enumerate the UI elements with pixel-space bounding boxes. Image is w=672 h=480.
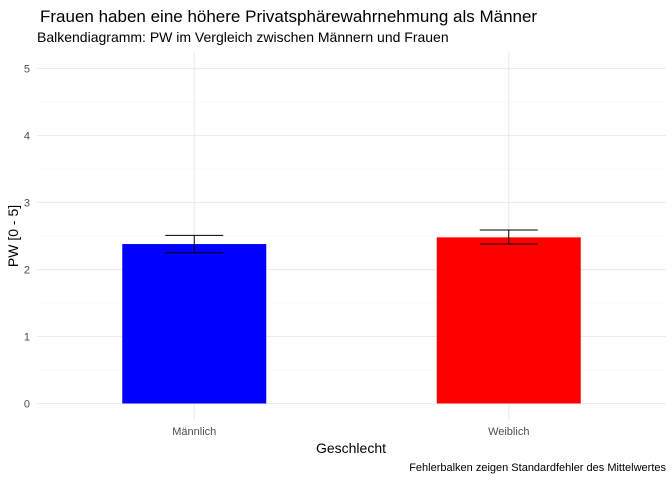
y-axis-title: PW [0 - 5] (5, 205, 21, 267)
error-bars (165, 229, 538, 254)
chart-title: Frauen haben eine höhere Privatsphärewah… (40, 7, 537, 26)
y-tick-labels: 0 1 2 3 4 5 (24, 64, 30, 411)
y-tick-label: 1 (24, 332, 30, 344)
y-tick-label: 5 (24, 64, 30, 76)
x-tick-labels: Männlich Weiblich (172, 426, 529, 438)
bar-1 (122, 244, 267, 404)
y-tick-label: 0 (24, 399, 30, 411)
x-axis-title: Geschlecht (316, 440, 386, 456)
bar-2 (436, 237, 581, 404)
x-tick-label: Weiblich (488, 426, 529, 438)
bars (122, 237, 581, 404)
chart-caption: Fehlerbalken zeigen Standardfehler des M… (409, 462, 666, 474)
y-tick-label: 3 (24, 198, 30, 210)
y-tick-label: 4 (24, 131, 30, 143)
x-tick-label: Männlich (172, 426, 216, 438)
chart-subtitle: Balkendiagramm: PW im Vergleich zwischen… (37, 29, 449, 45)
y-tick-label: 2 (24, 265, 30, 277)
error-bar-2 (479, 229, 538, 245)
error-bar-1 (165, 234, 224, 254)
